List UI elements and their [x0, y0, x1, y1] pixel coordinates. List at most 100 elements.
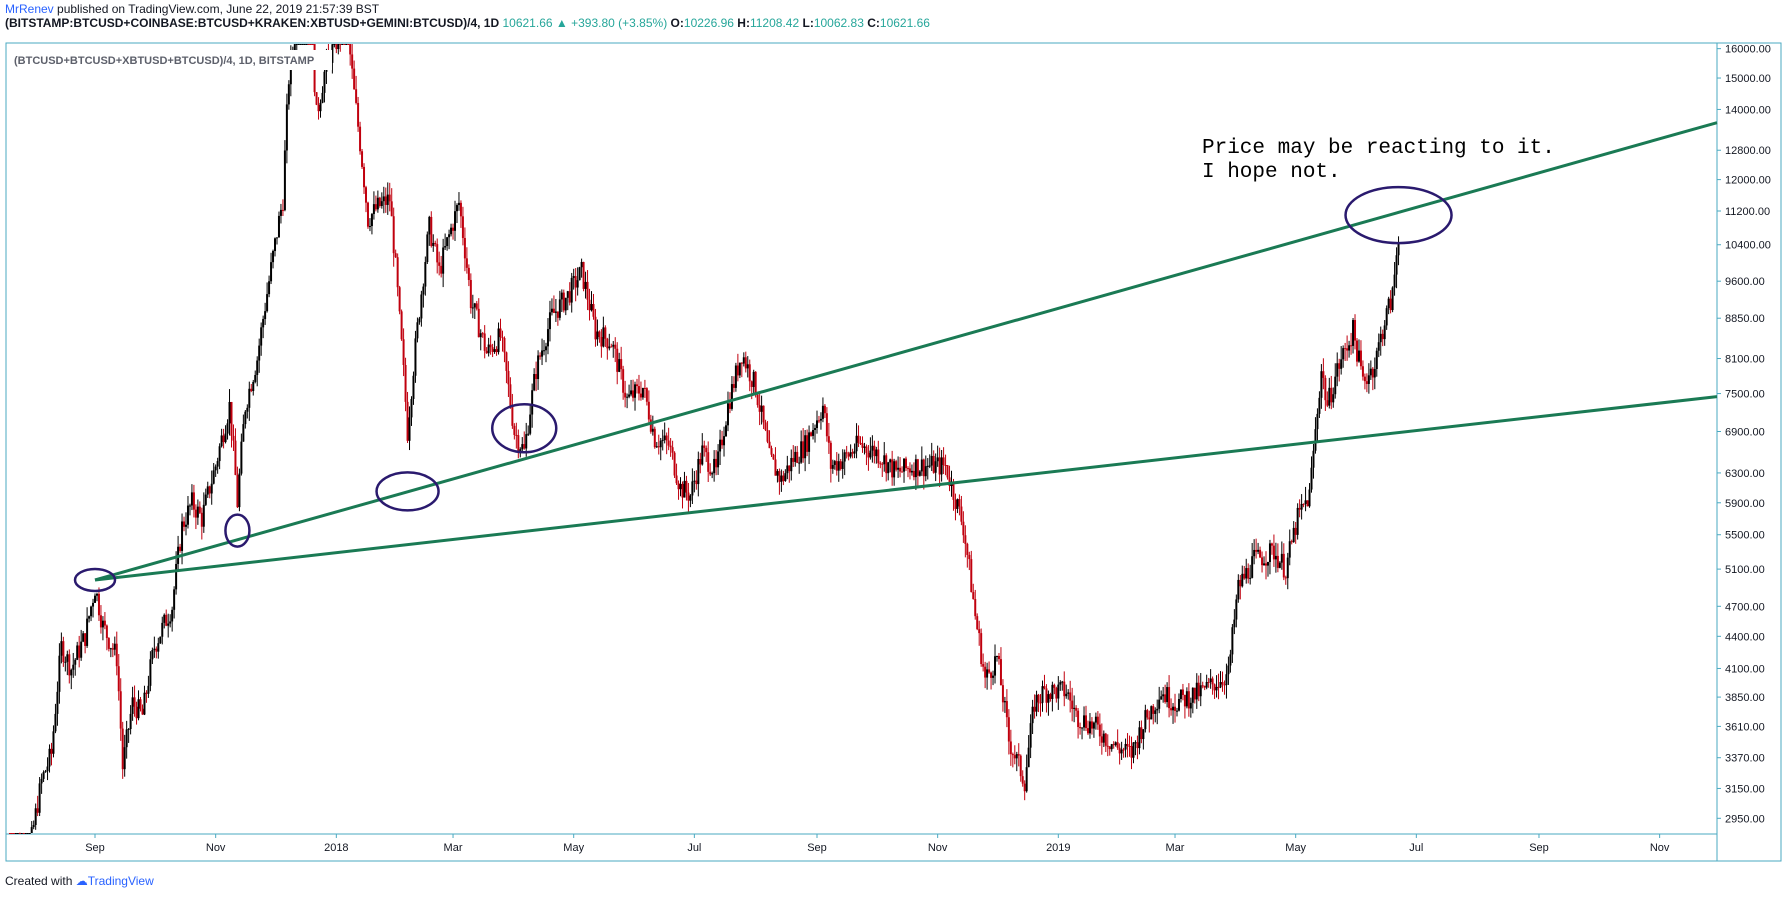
author-link[interactable]: MrRenev	[5, 2, 54, 16]
ohlc-line: (BITSTAMP:BTCUSD+COINBASE:BTCUSD+KRAKEN:…	[5, 16, 930, 30]
candle-body	[519, 449, 522, 451]
candle-body	[153, 648, 156, 651]
candle-body	[990, 672, 993, 678]
candle-body	[171, 609, 174, 622]
candle-body	[1053, 684, 1056, 688]
candle-body	[533, 374, 536, 391]
candle-body	[762, 405, 765, 423]
price-tick-label: 5500.00	[1725, 530, 1765, 542]
candle-body	[1352, 320, 1355, 346]
candle-body	[703, 445, 706, 448]
price-tick-label: 7500.00	[1725, 389, 1765, 401]
candle-body	[1304, 500, 1307, 504]
candle-body	[948, 477, 951, 487]
candle-body	[307, 44, 310, 45]
time-axis[interactable]: Sep Nov 2018 Mar May Jul Sep Nov 2019 Mar May Jul Se…	[85, 834, 1670, 854]
candle-body	[295, 44, 298, 45]
candle-body	[196, 506, 199, 518]
candle-body	[1041, 686, 1044, 703]
candle-body	[685, 480, 688, 493]
tradingview-logo-icon[interactable]: ☁	[75, 874, 88, 888]
candle-body	[392, 216, 395, 254]
candle-body	[266, 294, 269, 312]
candle-body	[1276, 555, 1279, 568]
candle-body	[1160, 696, 1163, 700]
candle-body	[283, 150, 286, 211]
candle-body	[1193, 687, 1196, 700]
candle-body	[970, 559, 973, 593]
candle-body	[483, 333, 486, 351]
candle-body	[351, 54, 354, 69]
candle-body	[1063, 681, 1066, 697]
candle-body	[303, 44, 306, 45]
candle-body	[309, 44, 312, 45]
candle-body	[1122, 749, 1125, 751]
tradingview-brand[interactable]: TradingView	[87, 874, 154, 888]
price-axis[interactable]: 2950.00 3150.00 3370.00 3610.00 3850.00 4100.…	[1717, 44, 1771, 826]
candle-body	[1007, 717, 1010, 742]
candle-body	[1106, 745, 1109, 747]
candle-body	[1090, 721, 1093, 729]
candle-body	[910, 470, 913, 473]
candle-body	[363, 166, 366, 188]
candle-body	[141, 708, 144, 715]
candle-body	[817, 420, 820, 422]
candle-body	[467, 267, 470, 280]
candle-body	[719, 439, 722, 452]
candle-body	[355, 89, 358, 103]
candle-body	[1296, 507, 1299, 535]
candle-body	[1257, 549, 1260, 552]
candle-body	[240, 441, 243, 474]
candle-body	[659, 440, 662, 448]
candle-body	[242, 424, 245, 442]
candle-body	[683, 480, 686, 498]
candle-body	[1013, 755, 1016, 759]
candle-body	[661, 439, 664, 441]
candle-body	[337, 44, 340, 50]
candle-body	[274, 238, 277, 251]
candle-body	[121, 728, 124, 770]
up-arrow-icon: ▲	[555, 16, 568, 30]
candle-body	[147, 685, 150, 694]
low-value: 10062.83	[813, 16, 864, 30]
candle-body	[1199, 685, 1202, 697]
candle-body	[8, 833, 11, 834]
candle-body	[806, 435, 809, 452]
annotation-circle	[375, 471, 440, 512]
candle-body	[511, 405, 514, 426]
candle-body	[1019, 755, 1022, 777]
candle-body	[115, 643, 118, 667]
candle-body	[157, 643, 160, 652]
candle-body	[1102, 733, 1105, 743]
candle-body	[477, 308, 480, 338]
candle-body	[438, 262, 441, 266]
candle-body	[238, 473, 241, 508]
candle-body	[715, 458, 718, 468]
candle-body	[444, 246, 447, 248]
price-tick-label: 3850.00	[1725, 692, 1765, 704]
candle-body	[1282, 553, 1285, 578]
candle-body	[252, 381, 255, 392]
candle-body	[924, 466, 927, 477]
candle-body	[837, 461, 840, 471]
time-tick-label: May	[1285, 842, 1306, 854]
last-price: 10621.66	[502, 16, 553, 30]
candle-body	[833, 461, 836, 465]
candle-body	[452, 227, 455, 231]
candle-body	[1146, 710, 1149, 718]
candle-body	[723, 436, 726, 446]
candle-body	[624, 392, 627, 398]
candle-body	[1191, 687, 1194, 703]
candle-body	[234, 440, 237, 475]
candle-body	[1207, 682, 1210, 684]
candle-body	[167, 623, 170, 626]
candle-body	[1215, 686, 1218, 691]
chart-header: MrRenev published on TradingView.com, Ju…	[5, 2, 930, 30]
candle-body	[430, 216, 433, 247]
time-tick-label: Sep	[1529, 842, 1549, 854]
time-tick-label: 2018	[324, 842, 348, 854]
candle-body	[48, 748, 51, 767]
candle-body	[918, 471, 921, 476]
candle-body	[503, 338, 506, 353]
